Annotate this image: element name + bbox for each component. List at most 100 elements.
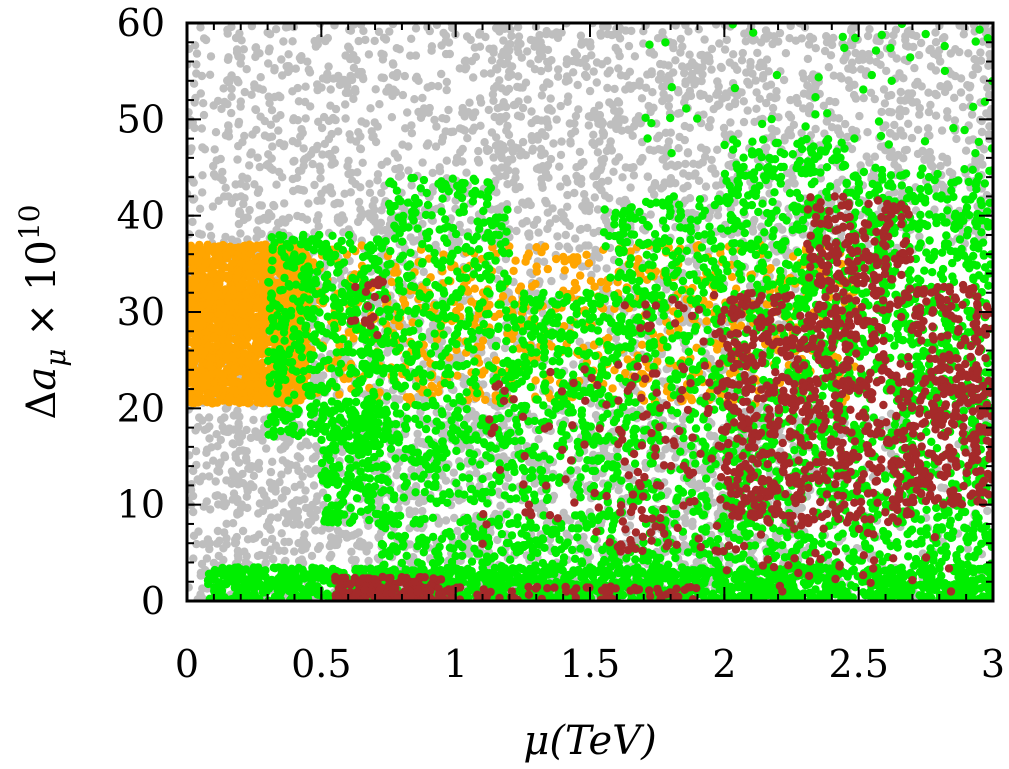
point-gray	[518, 219, 527, 228]
point-gray	[190, 123, 199, 133]
point-gray	[600, 191, 610, 200]
point-gray	[753, 48, 762, 58]
point-gray	[521, 78, 531, 87]
point-gray	[288, 174, 297, 184]
point-gray	[227, 235, 237, 244]
point-gray	[301, 114, 310, 123]
point-gray	[767, 124, 776, 134]
point-gray	[577, 224, 586, 234]
point-gray	[503, 121, 512, 131]
point-gray	[306, 517, 316, 526]
point-gray	[260, 116, 269, 126]
point-gray	[327, 550, 336, 560]
point-gray	[254, 464, 264, 473]
point-gray	[376, 218, 386, 227]
point-gray	[309, 481, 319, 490]
point-gray	[288, 87, 297, 96]
point-gray	[604, 176, 613, 185]
point-gray	[424, 139, 433, 148]
point-gray	[377, 226, 386, 235]
point-gray	[977, 116, 986, 126]
point-gray	[356, 205, 365, 214]
point-gray	[245, 161, 254, 170]
point-gray	[707, 155, 716, 165]
point-gray	[188, 217, 197, 227]
point-gray	[931, 111, 941, 120]
point-gray	[231, 33, 241, 43]
point-gray	[289, 498, 298, 508]
point-gray	[590, 140, 599, 150]
point-gray	[571, 234, 580, 243]
point-gray	[507, 31, 516, 41]
point-gray	[822, 117, 831, 126]
point-gray	[592, 264, 601, 273]
point-gray	[311, 464, 320, 474]
point-gray	[266, 467, 276, 477]
point-gray	[307, 551, 317, 561]
point-gray	[355, 542, 364, 551]
point-gray	[199, 34, 209, 43]
point-gray	[222, 540, 231, 549]
point-gray	[659, 89, 668, 99]
point-gray	[249, 415, 258, 425]
point-gray	[471, 52, 481, 62]
point-gray	[331, 534, 340, 543]
point-gray	[729, 50, 738, 59]
point-gray	[414, 498, 424, 507]
point-gray	[368, 133, 377, 142]
point-gray	[689, 171, 698, 180]
point-gray	[748, 69, 757, 79]
point-gray	[310, 36, 319, 46]
point-gray	[272, 180, 281, 189]
point-gray	[511, 173, 520, 183]
point-gray	[553, 232, 562, 241]
point-gray	[206, 52, 216, 61]
point-gray	[965, 93, 974, 103]
point-gray	[884, 107, 894, 117]
point-gray	[931, 38, 941, 47]
point-gray	[497, 84, 506, 93]
point-gray	[497, 163, 506, 172]
point-gray	[189, 507, 198, 517]
point-gray	[205, 472, 214, 481]
point-gray	[341, 114, 350, 123]
point-gray	[924, 107, 934, 117]
point-gray	[366, 104, 375, 113]
point-gray	[296, 454, 305, 463]
point-gray	[661, 128, 670, 137]
point-gray	[656, 59, 665, 69]
point-gray	[271, 541, 280, 550]
point-gray	[370, 36, 379, 46]
point-gray	[487, 56, 497, 65]
point-gray	[501, 171, 510, 180]
point-gray	[966, 81, 975, 91]
point-gray	[983, 506, 992, 516]
point-gray	[584, 121, 593, 130]
point-gray	[567, 129, 576, 139]
point-gray	[368, 201, 377, 210]
point-gray	[671, 162, 680, 171]
point-gray	[609, 167, 618, 176]
point-gray	[365, 179, 374, 188]
point-gray	[301, 82, 310, 91]
point-gray	[293, 185, 303, 194]
point-gray	[324, 134, 334, 144]
point-gray	[784, 178, 793, 188]
point-gray	[345, 130, 354, 139]
point-gray	[602, 146, 612, 156]
point-gray	[236, 229, 245, 238]
point-gray	[523, 95, 532, 104]
point-gray	[575, 147, 585, 157]
point-gray	[238, 526, 248, 536]
point-gray	[566, 139, 575, 148]
point-gray	[664, 61, 673, 70]
point-gray	[231, 193, 241, 202]
point-gray	[192, 49, 202, 58]
point-gray	[290, 547, 299, 556]
point-gray	[213, 466, 222, 475]
point-gray	[239, 215, 249, 225]
point-gray	[556, 182, 565, 191]
point-gray	[709, 104, 718, 114]
point-gray	[516, 112, 526, 121]
